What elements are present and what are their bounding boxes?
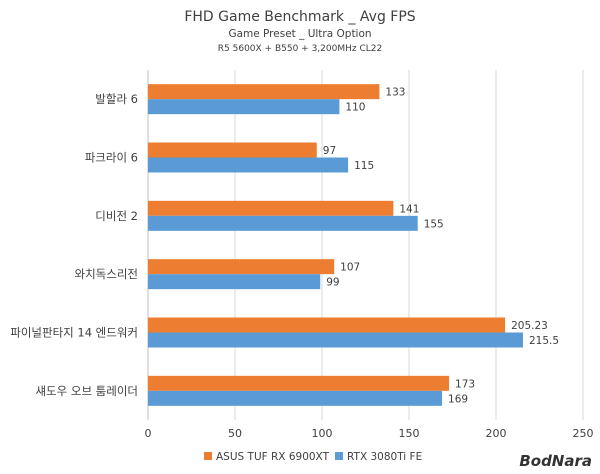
bar-rx6900xt [148, 200, 394, 216]
watermark-logo: BodNara [519, 452, 592, 470]
data-label: 155 [424, 218, 444, 230]
bar-rx6900xt [148, 142, 317, 158]
data-label: 141 [399, 203, 419, 215]
legend-swatch-series-2 [335, 452, 343, 460]
x-tick-label: 200 [486, 427, 507, 440]
data-label: 115 [354, 160, 374, 172]
x-tick-label: 0 [145, 427, 152, 440]
legend-swatch-series-1 [204, 452, 212, 460]
category-label: 섀도우 오브 툼레이더 [35, 384, 138, 398]
data-label: 215.5 [529, 335, 559, 347]
category-label: 디비전 2 [95, 209, 138, 223]
legend-label-series-1: ASUS TUF RX 6900XT [216, 451, 330, 463]
chart-title: FHD Game Benchmark _ Avg FPS [184, 9, 415, 25]
bar-rx6900xt [148, 84, 380, 100]
data-label: 110 [345, 102, 365, 114]
bar-rx6900xt [148, 317, 506, 333]
data-label: 99 [326, 277, 339, 289]
data-label: 97 [323, 145, 336, 157]
chart-subtitle: Game Preset _ Ultra Option [228, 28, 371, 40]
data-label: 173 [455, 378, 475, 390]
bar-rtx3080ti [148, 99, 340, 115]
bar-rx6900xt [148, 375, 450, 391]
bar-rtx3080ti [148, 332, 523, 348]
gridlines [147, 70, 584, 420]
bar-rtx3080ti [148, 390, 443, 406]
x-tick-label: 50 [228, 427, 242, 440]
x-tick-label: 250 [573, 427, 594, 440]
bar-rtx3080ti [148, 157, 349, 173]
category-label: 발할라 6 [95, 92, 138, 106]
x-tick-label: 100 [312, 427, 333, 440]
x-axis-ticks: 0 50 100 150 200 250 [145, 427, 594, 440]
data-label: 107 [340, 262, 360, 274]
chart-subtitle-system: R5 5600X + B550 + 3,200MHz CL22 [218, 44, 382, 54]
legend: ASUS TUF RX 6900XT RTX 3080Ti FE [204, 451, 422, 463]
data-label: 205.23 [511, 320, 548, 332]
bar-rx6900xt [148, 259, 335, 275]
legend-label-series-2: RTX 3080Ti FE [347, 451, 422, 463]
category-label: 파크라이 6 [85, 151, 138, 165]
bar-rtx3080ti [148, 274, 321, 290]
category-label: 파이널판타지 14 엔드워커 [10, 326, 138, 340]
data-label: 133 [385, 87, 405, 99]
bar-rtx3080ti [148, 215, 418, 231]
category-label: 와치독스리전 [75, 267, 138, 281]
x-tick-label: 150 [399, 427, 420, 440]
data-label: 169 [448, 393, 468, 405]
